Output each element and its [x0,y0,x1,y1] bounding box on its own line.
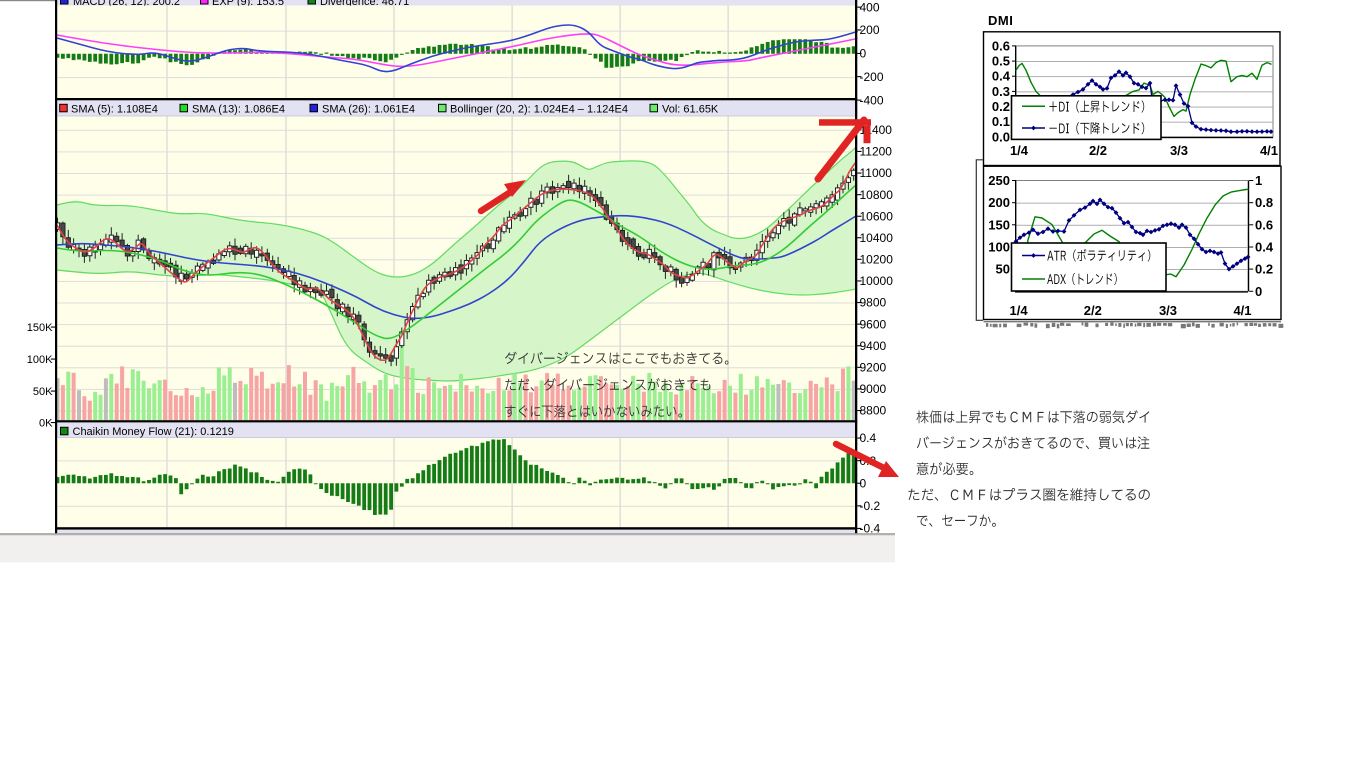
svg-text:9200: 9200 [860,360,887,374]
svg-text:200: 200 [988,195,1010,210]
svg-text:50K: 50K [33,386,53,398]
svg-text:11000: 11000 [860,166,893,180]
svg-text:SMA (13): 1.086E4: SMA (13): 1.086E4 [192,104,285,116]
svg-text:200: 200 [860,23,880,37]
svg-text:2/2: 2/2 [1084,303,1102,318]
svg-text:0.4: 0.4 [1255,239,1274,254]
svg-text:10600: 10600 [860,209,894,223]
svg-text:10400: 10400 [860,231,894,245]
svg-text:EXP (9): 153.5: EXP (9): 153.5 [212,0,284,8]
svg-text:100: 100 [988,239,1010,254]
svg-text:-0.4: -0.4 [860,522,881,536]
svg-text:2/2: 2/2 [1089,143,1107,158]
svg-text:10000: 10000 [860,274,894,288]
svg-text:11200: 11200 [860,145,893,159]
svg-text:9400: 9400 [860,339,887,353]
svg-text:0.5: 0.5 [992,54,1010,69]
svg-text:-400: -400 [860,93,884,107]
svg-text:Chaikin Money Flow (21): 0.121: Chaikin Money Flow (21): 0.1219 [73,426,234,438]
svg-text:MACD (26, 12): 200.2: MACD (26, 12): 200.2 [73,0,180,8]
svg-text:0.0: 0.0 [992,129,1010,144]
svg-text:Bollinger (20, 2): 1.024E4 – 1: Bollinger (20, 2): 1.024E4 – 1.124E4 [450,104,628,116]
svg-text:0.1: 0.1 [992,114,1010,129]
svg-text:0.6: 0.6 [1255,217,1273,232]
svg-text:0.3: 0.3 [992,84,1010,99]
svg-text:0: 0 [860,47,867,61]
svg-text:150: 150 [988,217,1010,232]
svg-text:0.4: 0.4 [992,69,1011,84]
svg-text:10200: 10200 [860,253,894,267]
svg-text:400: 400 [860,0,880,14]
svg-text:0.2: 0.2 [992,99,1010,114]
svg-text:0: 0 [1255,284,1262,299]
svg-text:0.2: 0.2 [1255,262,1273,277]
svg-text:9800: 9800 [860,296,887,310]
svg-text:3/3: 3/3 [1159,303,1177,318]
svg-text:Vol: 61.65K: Vol: 61.65K [662,104,719,116]
svg-text:1/4: 1/4 [1010,303,1029,318]
svg-text:0K: 0K [39,418,53,430]
svg-text:9600: 9600 [860,317,887,331]
svg-text:9000: 9000 [860,382,887,396]
svg-text:4/1: 4/1 [1233,303,1251,318]
svg-text:0.8: 0.8 [1255,195,1273,210]
svg-text:4/1: 4/1 [1260,143,1278,158]
svg-text:100K: 100K [27,354,53,366]
svg-text:0: 0 [860,476,867,490]
svg-text:-0.2: -0.2 [860,499,881,513]
svg-text:150K: 150K [27,322,53,334]
svg-text:3/3: 3/3 [1170,143,1188,158]
svg-text:1/4: 1/4 [1010,143,1029,158]
svg-text:8800: 8800 [860,404,887,418]
svg-text:SMA (5): 1.108E4: SMA (5): 1.108E4 [71,104,158,116]
svg-text:SMA (26): 1.061E4: SMA (26): 1.061E4 [322,104,415,116]
svg-text:Divergence: 46.71: Divergence: 46.71 [320,0,409,8]
svg-text:50: 50 [996,262,1010,277]
svg-text:0.6: 0.6 [992,38,1010,53]
svg-text:-200: -200 [860,70,884,84]
svg-text:1: 1 [1255,173,1262,188]
svg-text:DMI: DMI [988,13,1013,28]
svg-text:250: 250 [988,173,1010,188]
svg-text:0.4: 0.4 [860,431,877,445]
svg-text:10800: 10800 [860,188,894,202]
